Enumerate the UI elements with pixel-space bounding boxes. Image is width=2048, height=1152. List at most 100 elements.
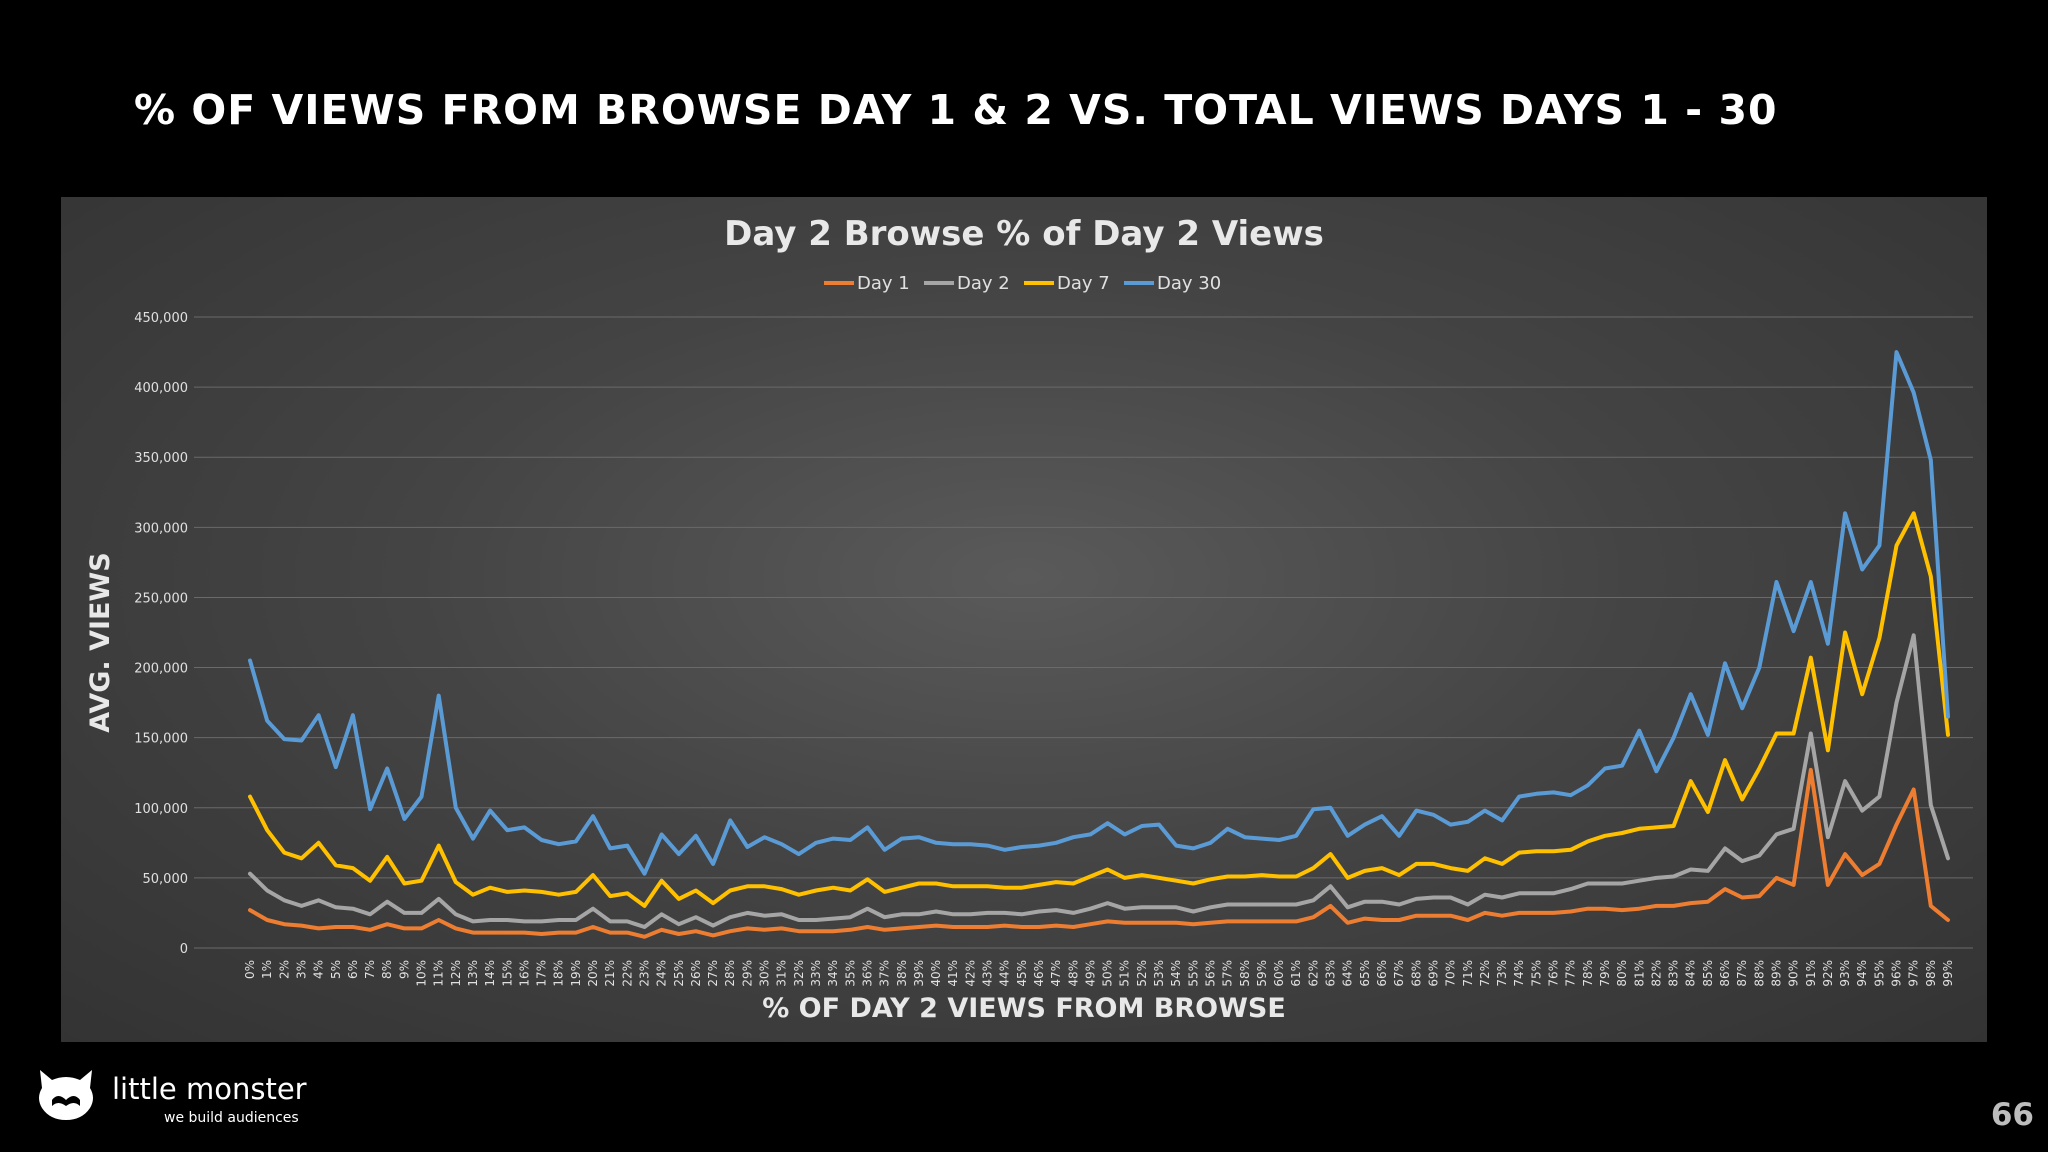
logo-name: little monster (112, 1072, 307, 1106)
x-tick-label: 69% (1426, 960, 1440, 987)
x-tick-label: 30% (758, 960, 772, 987)
x-tick-label: 72% (1478, 960, 1492, 987)
x-tick-label: 19% (569, 960, 583, 987)
x-tick-label: 97% (1907, 960, 1921, 987)
x-tick-label: 17% (535, 960, 549, 987)
y-tick-label: 150,000 (134, 732, 188, 747)
x-tick-label: 41% (946, 960, 960, 987)
company-logo: little monster we build audiences (34, 1066, 307, 1132)
x-tick-label: 20% (586, 960, 600, 987)
y-tick-label: 450,000 (134, 311, 188, 326)
x-tick-label: 77% (1564, 960, 1578, 987)
x-tick-label: 88% (1752, 960, 1766, 987)
x-tick-label: 22% (620, 960, 634, 987)
legend-label: Day 7 (1057, 273, 1110, 294)
x-tick-label: 82% (1649, 960, 1663, 987)
series-line-day-30 (248, 350, 1950, 876)
page-number: 66 (1990, 1097, 2034, 1133)
x-tick-label: 35% (843, 960, 857, 987)
x-tick-label: 45% (1015, 960, 1029, 987)
x-tick-label: 59% (1255, 960, 1269, 987)
slide-title: % OF VIEWS FROM BROWSE DAY 1 & 2 VS. TOT… (134, 86, 1778, 134)
monster-logo-icon (39, 1070, 93, 1120)
y-tick-label: 0 (180, 942, 188, 957)
x-tick-label: 14% (483, 960, 497, 987)
x-tick-label: 54% (1169, 960, 1183, 987)
x-tick-label: 76% (1547, 960, 1561, 987)
x-tick-label: 31% (775, 960, 789, 987)
x-tick-label: 75% (1529, 960, 1543, 987)
x-tick-label: 86% (1718, 960, 1732, 987)
x-tick-label: 13% (466, 960, 480, 987)
x-tick-label: 5% (329, 960, 343, 979)
x-tick-label: 87% (1735, 960, 1749, 987)
x-tick-label: 38% (895, 960, 909, 987)
x-tick-label: 57% (1221, 960, 1235, 987)
x-tick-label: 44% (998, 960, 1012, 987)
x-tick-label: 6% (346, 960, 360, 979)
x-tick-label: 11% (432, 960, 446, 987)
x-tick-label: 43% (981, 960, 995, 987)
x-tick-label: 42% (963, 960, 977, 987)
x-tick-label: 3% (294, 960, 308, 979)
x-tick-label: 46% (1032, 960, 1046, 987)
y-tick-label: 300,000 (134, 521, 188, 536)
x-tick-label: 96% (1890, 960, 1904, 987)
chart-panel: Day 2 Browse % of Day 2 Views Day 1 Day 2 D… (61, 197, 1987, 1042)
x-tick-label: 9% (397, 960, 411, 979)
y-tick-label: 50,000 (143, 872, 189, 887)
x-tick-label: 65% (1358, 960, 1372, 987)
x-tick-label: 79% (1598, 960, 1612, 987)
x-tick-label: 62% (1306, 960, 1320, 987)
x-tick-label: 36% (860, 960, 874, 987)
x-tick-label: 0% (243, 960, 257, 979)
x-tick-label: 15% (500, 960, 514, 987)
x-tick-label: 90% (1787, 960, 1801, 987)
x-tick-label: 21% (603, 960, 617, 987)
x-tick-label: 61% (1289, 960, 1303, 987)
x-tick-label: 85% (1701, 960, 1715, 987)
x-tick-label: 66% (1375, 960, 1389, 987)
x-tick-label: 16% (517, 960, 531, 987)
y-tick-label: 200,000 (134, 662, 188, 677)
y-axis-label: AVG. VIEWS (85, 552, 116, 732)
x-tick-label: 24% (655, 960, 669, 987)
x-tick-label: 64% (1341, 960, 1355, 987)
x-tick-label: 37% (878, 960, 892, 987)
x-tick-label: 2% (277, 960, 291, 979)
x-tick-label: 91% (1804, 960, 1818, 987)
x-tick-label: 33% (809, 960, 823, 987)
x-tick-label: 92% (1821, 960, 1835, 987)
x-tick-label: 71% (1461, 960, 1475, 987)
x-tick-label: 50% (1101, 960, 1115, 987)
series-line-day-7 (248, 511, 1950, 908)
x-tick-label: 83% (1667, 960, 1681, 987)
x-tick-label: 67% (1392, 960, 1406, 987)
x-tick-label: 7% (363, 960, 377, 979)
x-tick-label: 84% (1684, 960, 1698, 987)
x-tick-label: 99% (1941, 960, 1955, 987)
x-tick-label: 29% (740, 960, 754, 987)
x-tick-label: 12% (449, 960, 463, 987)
x-tick-label: 78% (1581, 960, 1595, 987)
x-tick-label: 80% (1615, 960, 1629, 987)
x-tick-label: 73% (1495, 960, 1509, 987)
x-tick-label: 48% (1066, 960, 1080, 987)
x-tick-label: 32% (792, 960, 806, 987)
x-tick-label: 51% (1118, 960, 1132, 987)
x-tick-label: 53% (1152, 960, 1166, 987)
x-tick-label: 1% (260, 960, 274, 979)
x-tick-label: 74% (1512, 960, 1526, 987)
y-tick-label: 350,000 (134, 451, 188, 466)
x-tick-label: 98% (1924, 960, 1938, 987)
x-tick-label: 81% (1632, 960, 1646, 987)
x-tick-label: 23% (637, 960, 651, 987)
y-tick-label: 400,000 (134, 381, 188, 396)
x-tick-label: 93% (1838, 960, 1852, 987)
x-tick-label: 89% (1769, 960, 1783, 987)
x-tick-label: 39% (912, 960, 926, 987)
y-tick-label: 250,000 (134, 591, 188, 606)
x-tick-label: 70% (1444, 960, 1458, 987)
x-tick-label: 4% (312, 960, 326, 979)
x-tick-label: 40% (929, 960, 943, 987)
